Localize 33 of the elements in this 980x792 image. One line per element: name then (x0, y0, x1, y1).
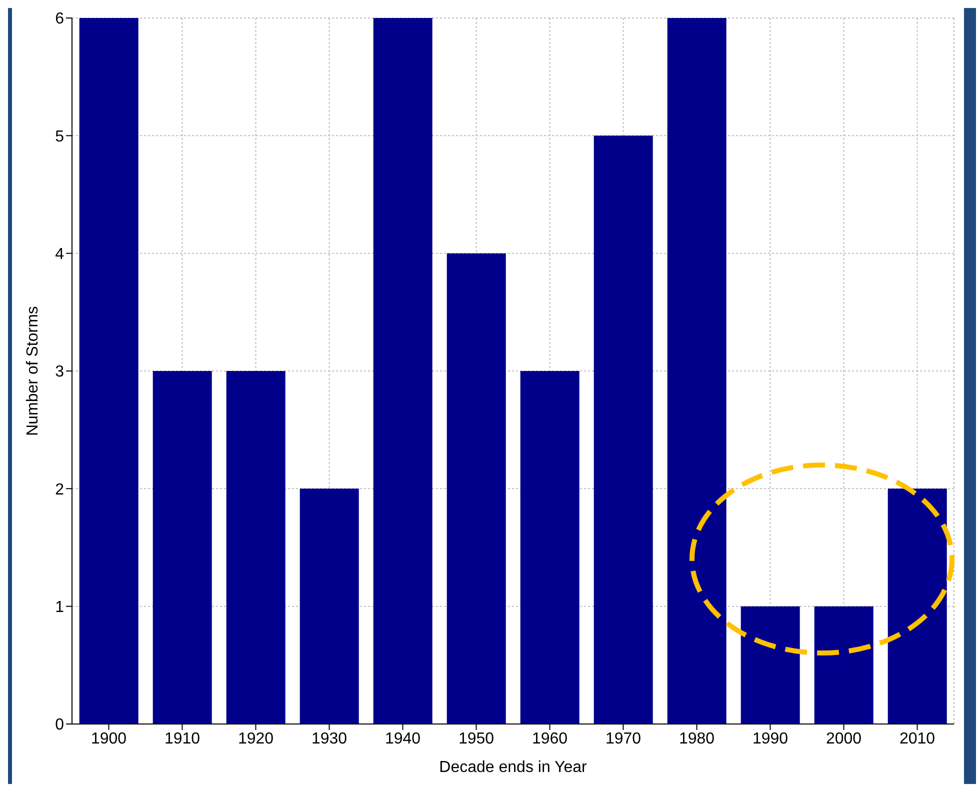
y-tick-label: 0 (55, 716, 64, 734)
bar (152, 371, 212, 724)
y-tick-label: 5 (55, 128, 64, 146)
x-tick-label: 1930 (311, 730, 348, 748)
x-tick-label: 1970 (605, 730, 642, 748)
bar (300, 488, 359, 724)
bar (594, 136, 653, 724)
y-tick-label: 3 (55, 364, 64, 381)
y-tick-label: 4 (55, 246, 64, 264)
x-tick-label: 1940 (384, 730, 421, 748)
x-tick-label: 2000 (826, 730, 862, 748)
y-tick-label: 6 (55, 10, 64, 28)
y-tick-label: 2 (55, 481, 64, 498)
x-tick-label: 1950 (458, 730, 494, 748)
x-tick-label: 2010 (899, 730, 936, 748)
bar (446, 253, 506, 724)
bar (814, 606, 874, 724)
y-axis-title: Number of Storms (24, 306, 42, 436)
x-tick-label: 1900 (90, 730, 127, 748)
x-tick-label: 1910 (164, 730, 200, 748)
bar (520, 371, 580, 724)
bar (79, 18, 138, 724)
bar (373, 18, 432, 724)
bar (888, 488, 947, 724)
x-axis-title: Decade ends in Year (439, 759, 588, 776)
x-tick-label: 1960 (532, 730, 568, 748)
x-tick-label: 1990 (752, 730, 788, 748)
y-tick-label: 1 (55, 599, 64, 616)
x-tick-label: 1980 (678, 730, 715, 748)
x-tick-label: 1920 (238, 730, 274, 748)
bar (740, 606, 800, 724)
bar (226, 371, 286, 724)
bar (667, 18, 726, 724)
